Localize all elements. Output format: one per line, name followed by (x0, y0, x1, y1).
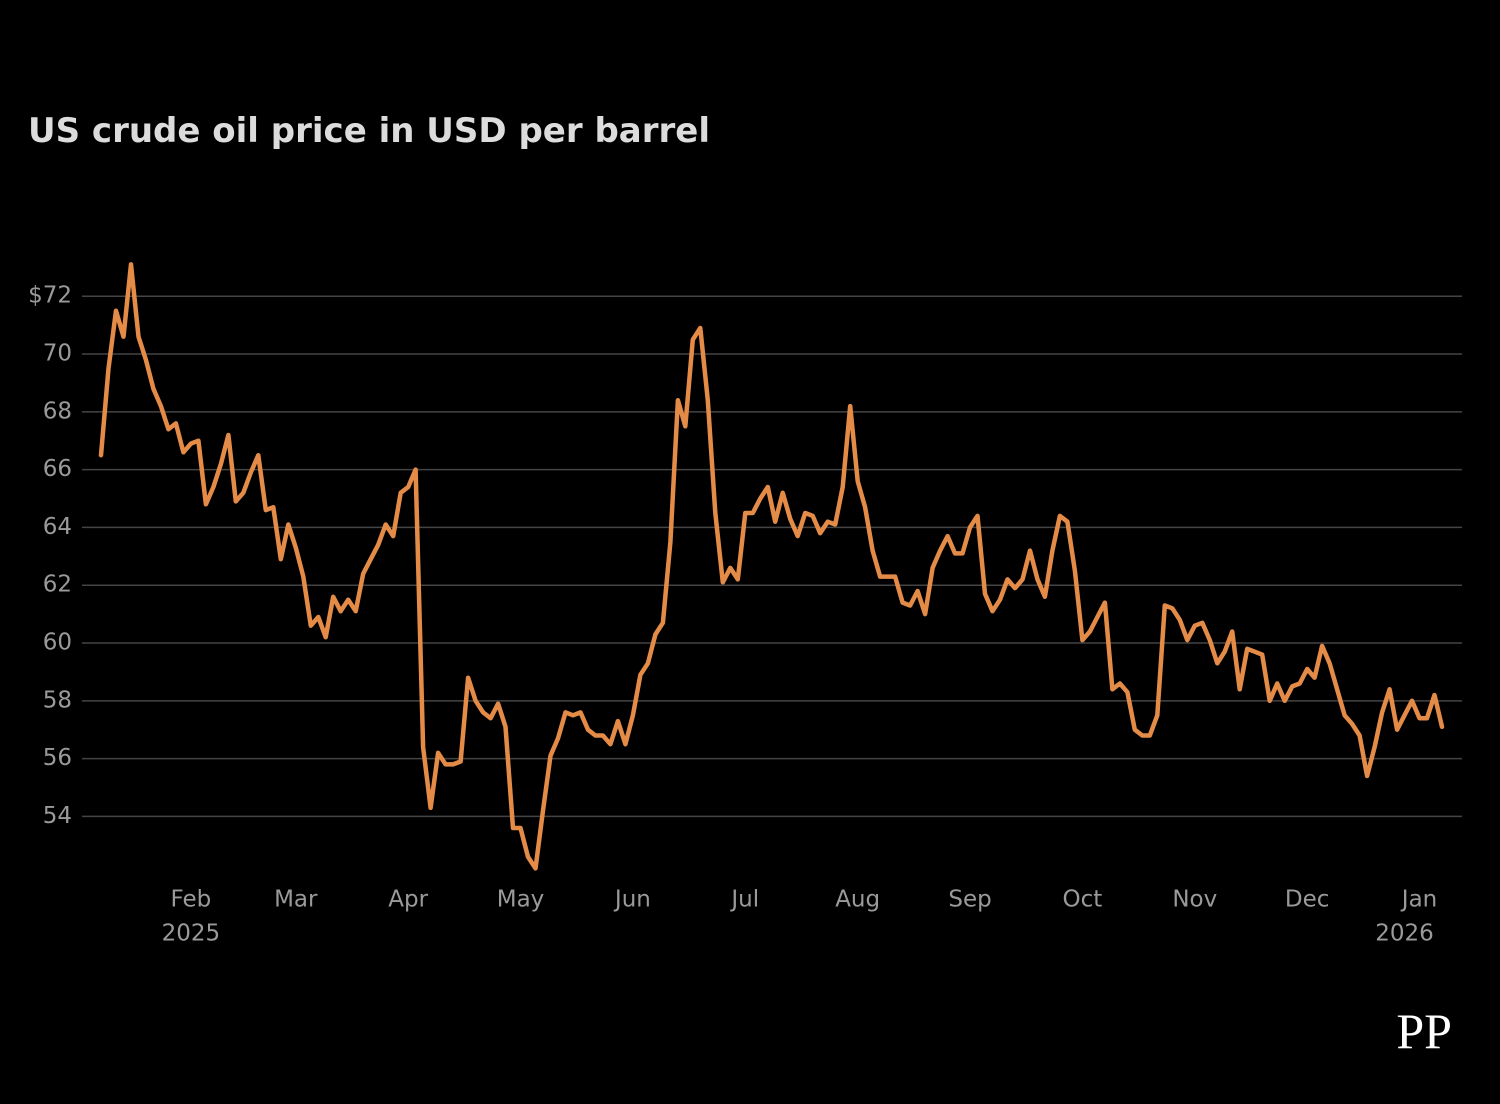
y-tick-label: 64 (43, 514, 72, 540)
y-tick-label: $72 (28, 283, 72, 309)
x-tick-label: Nov (1172, 887, 1217, 913)
y-tick-label: 66 (43, 456, 72, 482)
x-tick-label: Mar (274, 887, 318, 913)
x-tick-label: May (497, 887, 545, 913)
x-tick-label: Jun (613, 887, 651, 913)
price-line (98, 262, 1445, 871)
y-tick-label: 60 (43, 630, 72, 656)
x-year-label: 2026 (1375, 921, 1434, 947)
x-tick-label: Sep (948, 887, 991, 913)
y-tick-label: 68 (43, 398, 72, 424)
x-tick-label: Jul (729, 887, 759, 913)
x-tick-label: Oct (1063, 887, 1103, 913)
y-tick-label: 58 (43, 687, 72, 713)
y-tick-label: 70 (43, 341, 72, 367)
chart-title: US crude oil price in USD per barrel (28, 111, 710, 151)
x-year-label: 2025 (162, 921, 221, 947)
x-tick-label: Feb (171, 887, 212, 913)
y-tick-label: 54 (43, 803, 72, 829)
x-tick-label: Apr (388, 887, 428, 913)
logo: PP (1396, 1003, 1452, 1059)
x-tick-label: Aug (835, 887, 880, 913)
x-tick-label: Jan (1400, 887, 1437, 913)
y-tick-label: 62 (43, 572, 72, 598)
y-tick-label: 56 (43, 745, 72, 771)
x-tick-label: Dec (1285, 887, 1330, 913)
